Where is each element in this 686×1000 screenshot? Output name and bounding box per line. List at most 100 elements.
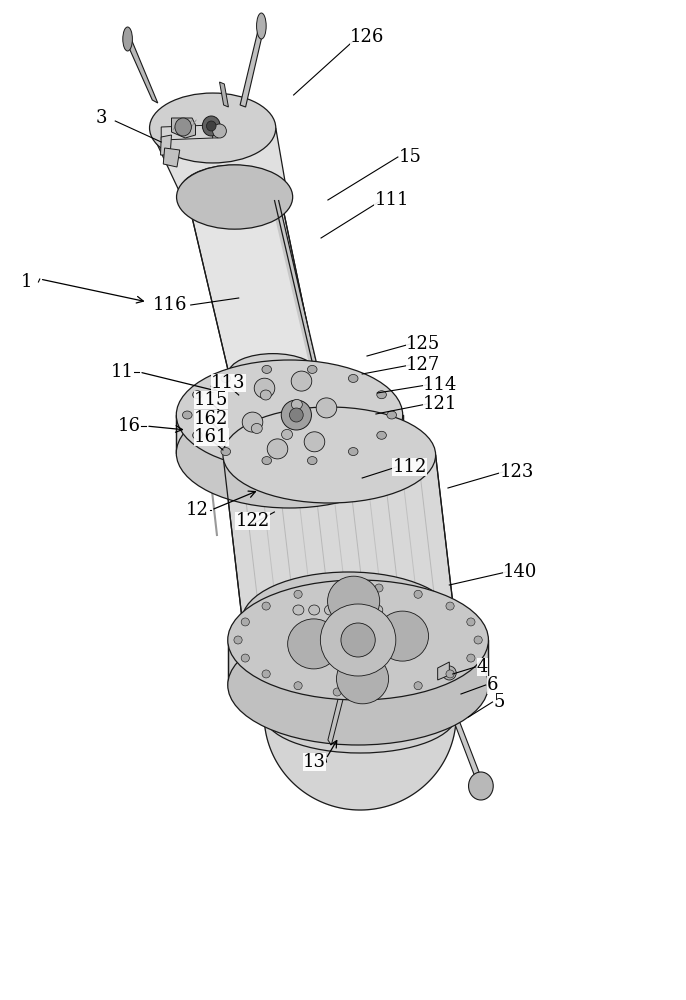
- Ellipse shape: [442, 666, 456, 680]
- Ellipse shape: [262, 457, 272, 465]
- Ellipse shape: [293, 605, 304, 615]
- Polygon shape: [223, 455, 455, 620]
- Ellipse shape: [316, 398, 337, 418]
- Ellipse shape: [356, 605, 367, 615]
- Ellipse shape: [375, 584, 383, 592]
- Polygon shape: [434, 665, 484, 787]
- Ellipse shape: [469, 772, 493, 800]
- Text: 11: 11: [110, 363, 134, 381]
- Ellipse shape: [281, 400, 311, 430]
- Text: 5: 5: [494, 693, 505, 711]
- Polygon shape: [228, 640, 488, 685]
- Polygon shape: [163, 148, 180, 167]
- Ellipse shape: [307, 457, 317, 465]
- Ellipse shape: [228, 625, 488, 745]
- Polygon shape: [172, 118, 196, 138]
- Ellipse shape: [281, 429, 292, 439]
- Ellipse shape: [294, 590, 303, 598]
- Ellipse shape: [193, 431, 202, 439]
- Ellipse shape: [446, 602, 454, 610]
- Text: 123: 123: [499, 463, 534, 481]
- Ellipse shape: [307, 365, 317, 373]
- Polygon shape: [240, 25, 264, 107]
- Polygon shape: [220, 82, 228, 107]
- Text: 6: 6: [487, 676, 498, 694]
- Ellipse shape: [333, 688, 342, 696]
- Ellipse shape: [348, 448, 358, 456]
- Ellipse shape: [292, 399, 303, 409]
- Ellipse shape: [150, 93, 276, 163]
- Ellipse shape: [268, 439, 288, 459]
- Polygon shape: [188, 200, 318, 373]
- Text: 116: 116: [153, 296, 187, 314]
- Text: 122: 122: [235, 512, 270, 530]
- Ellipse shape: [262, 670, 270, 678]
- Ellipse shape: [320, 604, 396, 676]
- Text: 127: 127: [406, 356, 440, 374]
- Text: 12: 12: [186, 501, 209, 519]
- Polygon shape: [438, 662, 449, 680]
- Text: 125: 125: [406, 335, 440, 353]
- Ellipse shape: [377, 431, 386, 439]
- Text: 113: 113: [211, 374, 246, 392]
- Ellipse shape: [375, 688, 383, 696]
- Ellipse shape: [223, 407, 436, 503]
- Text: 121: 121: [423, 395, 458, 413]
- Text: 4: 4: [477, 658, 488, 676]
- Ellipse shape: [221, 448, 230, 456]
- Ellipse shape: [242, 412, 263, 432]
- Ellipse shape: [257, 13, 266, 39]
- Ellipse shape: [221, 374, 230, 382]
- Polygon shape: [161, 135, 172, 155]
- Polygon shape: [161, 125, 213, 140]
- Ellipse shape: [414, 590, 423, 598]
- Ellipse shape: [446, 670, 454, 678]
- Ellipse shape: [336, 654, 388, 704]
- Ellipse shape: [324, 605, 335, 615]
- Ellipse shape: [304, 432, 324, 452]
- Ellipse shape: [180, 165, 287, 219]
- Ellipse shape: [294, 682, 302, 690]
- Ellipse shape: [377, 391, 386, 399]
- Ellipse shape: [176, 165, 293, 229]
- Ellipse shape: [228, 580, 488, 700]
- Ellipse shape: [348, 374, 358, 382]
- Ellipse shape: [328, 576, 380, 626]
- Polygon shape: [126, 37, 158, 103]
- Ellipse shape: [206, 121, 216, 131]
- Ellipse shape: [202, 116, 220, 136]
- Ellipse shape: [228, 354, 318, 392]
- Ellipse shape: [466, 618, 475, 626]
- Ellipse shape: [414, 682, 423, 690]
- Polygon shape: [328, 690, 344, 745]
- Ellipse shape: [188, 180, 281, 220]
- Polygon shape: [213, 122, 220, 138]
- Text: 13: 13: [303, 753, 326, 771]
- Ellipse shape: [251, 423, 262, 433]
- Text: 114: 114: [423, 376, 458, 394]
- Ellipse shape: [289, 408, 303, 422]
- Ellipse shape: [193, 391, 202, 399]
- Ellipse shape: [182, 411, 192, 419]
- Text: 161: 161: [194, 428, 228, 446]
- Ellipse shape: [291, 371, 311, 391]
- Ellipse shape: [333, 584, 342, 592]
- Ellipse shape: [287, 619, 340, 669]
- Polygon shape: [264, 715, 456, 810]
- Ellipse shape: [309, 605, 320, 615]
- Ellipse shape: [377, 611, 429, 661]
- Ellipse shape: [242, 572, 455, 668]
- Ellipse shape: [260, 390, 271, 400]
- Polygon shape: [150, 128, 287, 192]
- Ellipse shape: [241, 654, 250, 662]
- Ellipse shape: [262, 365, 272, 373]
- Ellipse shape: [234, 636, 242, 644]
- Ellipse shape: [340, 605, 351, 615]
- Text: 115: 115: [194, 391, 228, 409]
- Ellipse shape: [372, 605, 383, 615]
- Text: 140: 140: [503, 563, 537, 581]
- Text: 111: 111: [375, 191, 409, 209]
- Ellipse shape: [241, 618, 250, 626]
- Text: 126: 126: [350, 28, 384, 46]
- Ellipse shape: [387, 411, 397, 419]
